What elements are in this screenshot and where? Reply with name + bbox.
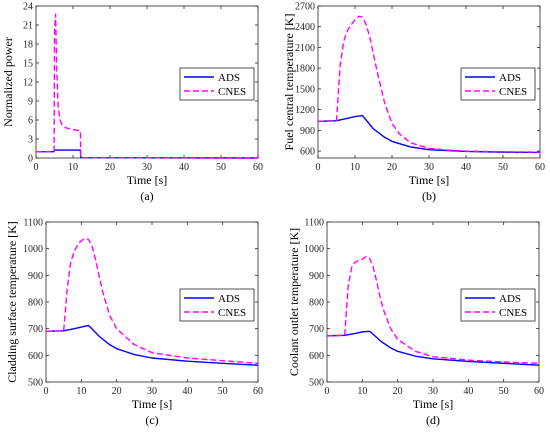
x-tick-label: 30 <box>428 386 438 397</box>
y-tick-label: 2700 <box>295 2 315 13</box>
x-tick-label: 10 <box>357 386 367 397</box>
y-axis-label: Normalized power <box>1 37 15 127</box>
legend-label-cnes: CNES <box>499 86 527 98</box>
y-tick-label: 700 <box>309 324 324 335</box>
series-line-cnes <box>45 237 259 365</box>
x-axis-label: Time [s] <box>127 173 168 187</box>
legend: ADS CNES <box>460 67 536 101</box>
x-tick-label: 20 <box>105 162 115 173</box>
x-tick-label: 30 <box>147 386 157 397</box>
series-line-ads <box>45 324 259 366</box>
y-tick-label: 18 <box>23 40 33 51</box>
x-tick-label: 20 <box>393 386 403 397</box>
x-axis-label: Time [s] <box>413 397 454 411</box>
legend: ADS CNES <box>460 288 536 322</box>
x-tick-label: 0 <box>44 386 49 397</box>
panel-sublabel: (d) <box>426 413 440 427</box>
y-tick-label: 2400 <box>295 22 315 33</box>
y-tick-label: 0 <box>28 154 33 165</box>
series-line-cnes <box>36 13 259 159</box>
series-line-ads <box>317 114 541 154</box>
y-tick-label: 1000 <box>304 244 324 255</box>
y-tick-label: 800 <box>309 298 324 309</box>
x-tick-label: 60 <box>535 162 545 173</box>
y-tick-label: 1500 <box>295 84 315 95</box>
y-tick-label: 600 <box>28 351 43 362</box>
legend-label-ads: ADS <box>499 72 521 84</box>
x-tick-label: 0 <box>316 162 321 173</box>
legend-box <box>179 288 255 322</box>
y-tick-label: 2100 <box>295 43 315 54</box>
y-tick-label: 500 <box>28 378 43 389</box>
x-axis-label: Time [s] <box>132 397 173 411</box>
y-tick-label: 9 <box>28 97 33 108</box>
y-tick-label: 12 <box>23 78 33 89</box>
y-tick-label: 900 <box>309 271 324 282</box>
x-axis-label: Time [s] <box>409 173 450 187</box>
x-tick-label: 50 <box>498 162 508 173</box>
y-tick-label: 900 <box>28 271 43 282</box>
legend-label-ads: ADS <box>218 293 240 305</box>
legend-label-ads: ADS <box>499 293 521 305</box>
legend-box <box>460 288 536 322</box>
y-tick-label: 15 <box>23 59 33 70</box>
y-tick-label: 1000 <box>23 244 43 255</box>
x-tick-label: 0 <box>34 162 39 173</box>
x-tick-label: 10 <box>350 162 360 173</box>
y-tick-label: 1800 <box>295 64 315 75</box>
y-tick-label: 800 <box>28 298 43 309</box>
y-tick-label: 700 <box>28 324 43 335</box>
y-tick-label: 600 <box>309 351 324 362</box>
x-tick-label: 50 <box>499 386 509 397</box>
y-tick-label: 3 <box>28 135 33 146</box>
x-tick-label: 40 <box>179 162 189 173</box>
x-tick-label: 50 <box>216 162 226 173</box>
x-tick-label: 30 <box>142 162 152 173</box>
panel-sublabel: (b) <box>422 189 436 203</box>
legend-box <box>179 67 255 101</box>
x-tick-label: 20 <box>387 162 397 173</box>
y-tick-label: 21 <box>23 21 33 32</box>
panel-a: 0 10 20 30 40 50 60 0 3 6 9 12 15 18 21 24 Time [s] Norma… <box>1 2 263 204</box>
legend-label-cnes: CNES <box>218 86 246 98</box>
legend: ADS CNES <box>179 67 255 101</box>
panel-sublabel: (c) <box>145 413 158 427</box>
x-tick-label: 20 <box>112 386 122 397</box>
y-axis-label: Cladding surface temperature [K] <box>5 221 19 383</box>
y-tick-label: 24 <box>23 2 33 13</box>
x-tick-label: 0 <box>325 386 330 397</box>
x-tick-label: 10 <box>76 386 86 397</box>
panel-sublabel: (a) <box>140 189 153 203</box>
x-tick-label: 40 <box>461 162 471 173</box>
series-line-cnes <box>317 15 541 153</box>
x-tick-label: 30 <box>424 162 434 173</box>
x-tick-label: 60 <box>253 162 263 173</box>
series-line-ads <box>326 330 540 366</box>
y-axis-label: Fuel central temperature [K] <box>282 14 296 151</box>
x-tick-label: 50 <box>218 386 228 397</box>
y-tick-label: 500 <box>309 378 324 389</box>
x-tick-label: 60 <box>534 386 544 397</box>
y-tick-label: 600 <box>300 147 315 158</box>
y-axis-label: Coolant outlet temperature [K] <box>287 228 301 376</box>
x-tick-label: 40 <box>182 386 192 397</box>
y-tick-label: 1100 <box>304 218 324 229</box>
x-tick-label: 40 <box>463 386 473 397</box>
legend-label-cnes: CNES <box>218 307 246 319</box>
legend-box <box>460 67 536 101</box>
panel-c: 0 10 20 30 40 50 60 500 600 700 800 900 1000 1100 Time… <box>5 218 263 428</box>
x-tick-label: 60 <box>253 386 263 397</box>
legend-label-ads: ADS <box>218 72 240 84</box>
panel-d: 0 10 20 30 40 50 60 500 600 700 800 900 1000 1100 Time… <box>287 218 544 428</box>
y-tick-label: 900 <box>300 126 315 137</box>
x-tick-label: 10 <box>68 162 78 173</box>
y-tick-label: 6 <box>28 116 33 127</box>
legend: ADS CNES <box>179 288 255 322</box>
y-tick-label: 1200 <box>295 105 315 116</box>
legend-label-cnes: CNES <box>499 307 527 319</box>
panel-b: 0 10 20 30 40 50 60 600 900 1200 1500 1800 2100 2400 2… <box>282 2 545 204</box>
y-tick-label: 1100 <box>23 218 43 229</box>
